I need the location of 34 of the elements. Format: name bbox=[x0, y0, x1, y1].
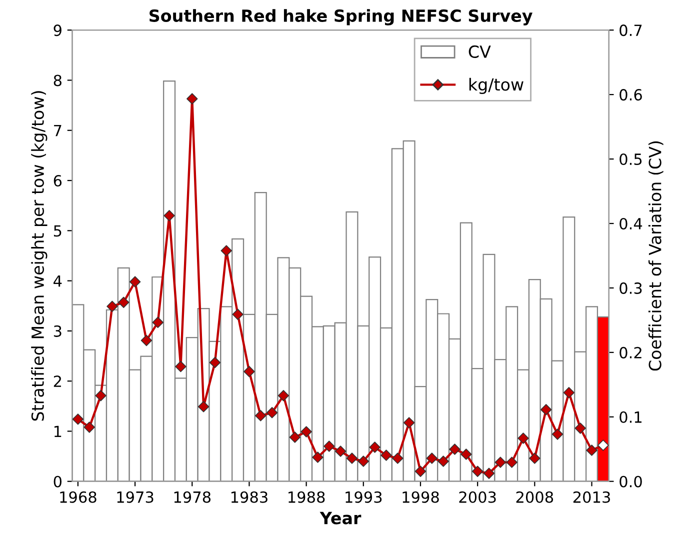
y-tick-label: 7 bbox=[54, 125, 62, 136]
chart-title: Southern Red hake Spring NEFSC Survey bbox=[150, 9, 532, 26]
y2-tick-label: 0.3 bbox=[620, 282, 642, 294]
y-axis-title: Stratified Mean weight per tow (kg/tow) bbox=[31, 91, 48, 421]
y-tick-label: 3 bbox=[54, 325, 62, 337]
x-tick-label: 1988 bbox=[288, 491, 325, 503]
x-tick-label: 1973 bbox=[117, 491, 154, 503]
x-tick-label: 1998 bbox=[402, 491, 439, 503]
y-tick-label: 8 bbox=[54, 74, 62, 86]
y-tick-label: 9 bbox=[54, 24, 62, 36]
y-tick-label: 6 bbox=[54, 174, 62, 187]
y2-tick-label: 0.2 bbox=[620, 346, 642, 358]
x-tick-label: 2003 bbox=[459, 491, 496, 503]
y-tick-label: 5 bbox=[54, 225, 62, 237]
y2-tick-label: 0.5 bbox=[620, 153, 642, 166]
y2-tick-label: 0.7 bbox=[620, 24, 642, 36]
y2-tick-label: 0.6 bbox=[620, 89, 642, 101]
x-axis-title: Year bbox=[320, 512, 362, 524]
x-tick-label: 1983 bbox=[231, 491, 268, 503]
legend-label: CV bbox=[468, 45, 491, 58]
x-tick-label: 2008 bbox=[516, 491, 554, 503]
y-tick-label: 2 bbox=[54, 376, 61, 387]
y-tick-label: 4 bbox=[54, 275, 62, 287]
y-tick-label: 0 bbox=[54, 476, 62, 488]
y2-axis-title: Coefficient of Variation (CV) bbox=[648, 141, 664, 371]
y-tick-label: 1 bbox=[54, 426, 62, 438]
x-tick-label: 1993 bbox=[346, 491, 382, 503]
x-tick-label: 1968 bbox=[60, 491, 96, 503]
y2-tick-label: 0.0 bbox=[620, 476, 642, 488]
y2-tick-label: 0.1 bbox=[620, 411, 642, 423]
y2-tick-label: 0.4 bbox=[620, 218, 642, 230]
x-tick-label: 1978 bbox=[174, 491, 211, 503]
legend-label: kg/tow bbox=[469, 78, 524, 94]
x-tick-label: 2013 bbox=[573, 491, 610, 503]
